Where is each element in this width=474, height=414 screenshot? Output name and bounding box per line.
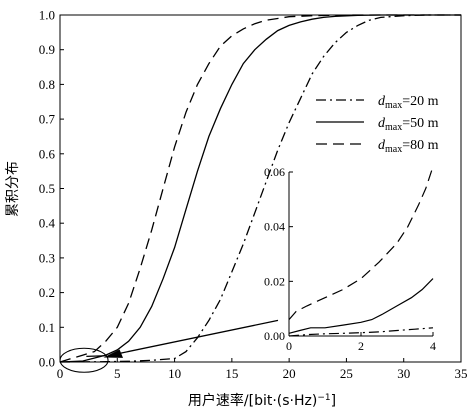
main-plot-area: 0 5 10 15 20 25 30 350.00.10.20.30.40.50.60.70.…: [39, 8, 468, 382]
inset-series-line-dash: [288, 166, 434, 320]
inset-y-tick-label: 0.04: [264, 220, 285, 234]
inset-series-line-solid: [288, 278, 434, 334]
x-tick-label: 0: [57, 366, 64, 381]
x-tick-label: 35: [455, 366, 468, 381]
series-line-80m: [59, 14, 461, 363]
legend-label: dmax=50 m: [378, 116, 439, 133]
zoom-annotation: [59, 319, 279, 373]
inset-series-line-dash-dot: [288, 327, 434, 337]
legend-label-main: d: [378, 116, 386, 131]
legend-label-sub: max: [385, 100, 402, 111]
y-tick-label: 0.9: [39, 42, 55, 57]
legend-label-main: d: [378, 94, 386, 109]
inset-y-tick-label: 0.02: [264, 274, 285, 288]
x-axis-label-end: ]: [331, 393, 336, 409]
x-tick-label: 10: [168, 366, 181, 381]
inset-background: [283, 164, 439, 348]
legend-label-value: =20 m: [402, 94, 438, 109]
x-tick-label: 30: [397, 366, 410, 381]
legend-label-value: =80 m: [402, 138, 438, 153]
x-axis-label-main: 用户速率/[bit·(s·Hz): [188, 392, 317, 409]
inset-x-tick-label: 4: [430, 339, 436, 353]
y-tick-label: 0.4: [39, 216, 56, 231]
y-tick-label: 0.1: [39, 320, 55, 335]
inset-x-tick-label: 0: [286, 339, 292, 353]
y-axis-label: 累积分布: [5, 161, 21, 217]
inset-y-tick-label: 0.00: [264, 329, 285, 343]
legend-label: dmax=20 m: [378, 94, 439, 111]
y-tick-label: 1.0: [39, 8, 55, 23]
legend-label-sub: max: [385, 144, 402, 155]
legend-label-sub: max: [385, 122, 402, 133]
x-tick-label: 15: [225, 366, 238, 381]
x-axis-label-sup: −1: [317, 393, 330, 403]
x-tick-label: 20: [283, 366, 296, 381]
legend-label: dmax=80 m: [378, 138, 439, 155]
legend-label-main: d: [378, 138, 386, 153]
inset-x-tick-label: 2: [358, 339, 364, 353]
y-tick-label: 0.5: [39, 181, 55, 196]
legend-label-value: =50 m: [402, 116, 438, 131]
y-tick-label: 0.7: [39, 112, 56, 127]
y-tick-label: 0.6: [39, 146, 56, 161]
pointer-line: [86, 355, 106, 358]
x-tick-label: 25: [340, 366, 353, 381]
arrow-head: [103, 349, 124, 358]
y-tick-label: 0.3: [39, 250, 55, 265]
inset-plot-area: 0 2 4 0.00 0.02 0.04 0.06: [264, 164, 439, 353]
zoom-region-ellipse: [59, 347, 109, 373]
y-tick-label: 0.2: [39, 285, 55, 300]
pointer-line: [111, 319, 279, 356]
y-tick-label: 0.8: [39, 77, 55, 92]
series-line-50m: [59, 14, 461, 363]
x-tick-label: 5: [114, 366, 121, 381]
inset-y-tick-label: 0.06: [264, 165, 285, 179]
x-axis-label: 用户速率/[bit·(s·Hz)−1]: [188, 392, 336, 409]
y-tick-label: 0.0: [39, 355, 55, 370]
